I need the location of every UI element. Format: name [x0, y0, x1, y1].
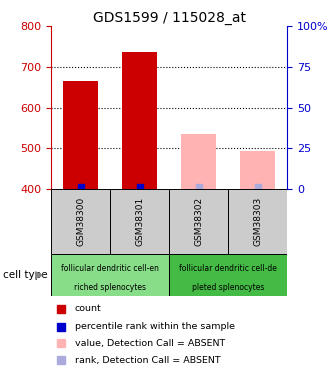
- Text: GSM38302: GSM38302: [194, 196, 203, 246]
- Text: follicular dendritic cell-en: follicular dendritic cell-en: [61, 264, 159, 273]
- Title: GDS1599 / 115028_at: GDS1599 / 115028_at: [93, 11, 246, 25]
- Text: ▶: ▶: [35, 270, 43, 280]
- Text: rank, Detection Call = ABSENT: rank, Detection Call = ABSENT: [75, 356, 220, 365]
- Text: cell type: cell type: [3, 270, 48, 280]
- Text: GSM38303: GSM38303: [253, 196, 262, 246]
- Bar: [51, 254, 169, 296]
- Text: count: count: [75, 304, 102, 313]
- Text: GSM38301: GSM38301: [135, 196, 144, 246]
- Bar: [51, 189, 110, 254]
- Text: percentile rank within the sample: percentile rank within the sample: [75, 322, 235, 331]
- Text: riched splenocytes: riched splenocytes: [74, 283, 146, 292]
- Bar: [63, 81, 98, 189]
- Text: GSM38300: GSM38300: [76, 196, 85, 246]
- Bar: [169, 254, 287, 296]
- Text: pleted splenocytes: pleted splenocytes: [192, 283, 264, 292]
- Bar: [169, 189, 228, 254]
- Text: follicular dendritic cell-de: follicular dendritic cell-de: [179, 264, 277, 273]
- Bar: [240, 151, 275, 189]
- Bar: [228, 189, 287, 254]
- Bar: [181, 134, 216, 189]
- Bar: [110, 189, 169, 254]
- Bar: [122, 52, 157, 189]
- Text: value, Detection Call = ABSENT: value, Detection Call = ABSENT: [75, 339, 225, 348]
